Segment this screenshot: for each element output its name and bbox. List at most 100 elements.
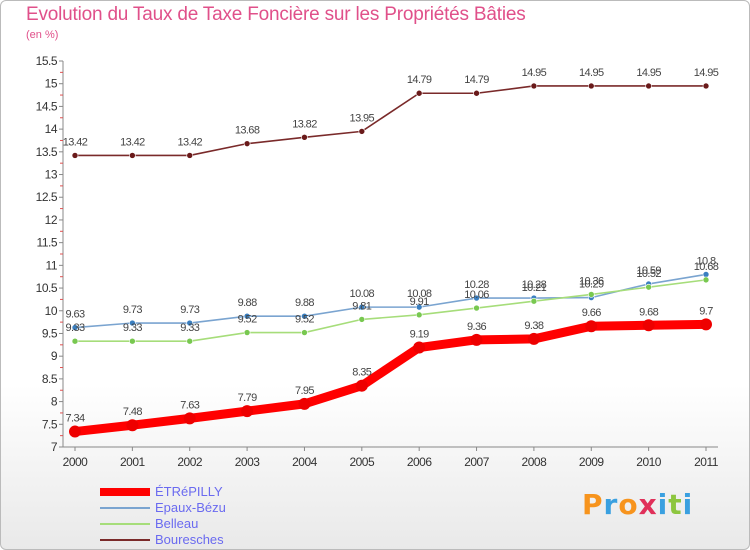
x-tick-label: 2001 xyxy=(120,455,146,469)
data-label-belleau: 9.33 xyxy=(123,322,142,334)
x-tick-label: 2009 xyxy=(579,455,605,469)
data-label-bouresches: 14.79 xyxy=(407,74,432,86)
data-label-belleau: 9.33 xyxy=(65,322,84,334)
data-label-etrepilly: 7.34 xyxy=(65,413,84,425)
data-label-epaux-bezu: 10.08 xyxy=(407,288,432,300)
legend: ÉTRéPILLY Epaux-Bézu Belleau Bouresches xyxy=(100,484,360,548)
data-point-bouresches xyxy=(71,152,79,159)
x-tick-label: 2004 xyxy=(292,455,318,469)
series-line-etrepilly xyxy=(70,319,711,437)
data-label-belleau: 9.52 xyxy=(238,314,257,326)
data-point-etrepilly xyxy=(355,379,368,392)
x-tick-label: 2011 xyxy=(694,455,719,469)
data-label-bouresches: 13.42 xyxy=(177,136,202,148)
y-tick-label: 15 xyxy=(45,77,58,91)
data-label-bouresches: 13.95 xyxy=(350,112,375,124)
data-point-etrepilly xyxy=(298,397,311,410)
data-label-belleau: 10.36 xyxy=(579,275,604,287)
data-label-etrepilly: 7.63 xyxy=(180,399,199,411)
y-tick-label: 11 xyxy=(46,258,58,272)
logo-letter: x xyxy=(638,488,658,521)
legend-swatch-epaux-bezu xyxy=(100,507,150,509)
chart-title: Evolution du Taux de Taxe Foncière sur l… xyxy=(26,4,526,25)
y-tick-label: 12.5 xyxy=(36,190,58,204)
x-tick-label: 2010 xyxy=(636,455,662,469)
legend-label-belleau: Belleau xyxy=(155,516,199,531)
data-point-etrepilly xyxy=(527,332,540,345)
y-tick-label: 9 xyxy=(51,349,58,363)
y-tick-label: 12 xyxy=(45,213,58,227)
data-point-bouresches xyxy=(645,82,652,90)
data-point-epaux-bezu xyxy=(358,303,366,311)
x-tick-label: 2008 xyxy=(522,455,548,469)
logo-letter: t xyxy=(668,488,683,521)
data-label-etrepilly: 9.66 xyxy=(582,307,601,319)
data-point-etrepilly xyxy=(585,320,598,333)
x-tick-label: 2000 xyxy=(63,455,89,469)
data-label-epaux-bezu: 10.28 xyxy=(522,279,547,291)
data-point-belleau xyxy=(186,337,194,345)
data-point-etrepilly xyxy=(241,405,254,418)
legend-swatch-bouresches xyxy=(100,539,150,541)
y-tick-label: 14 xyxy=(45,122,58,136)
logo-letter: i xyxy=(657,488,669,521)
data-point-epaux-bezu xyxy=(301,312,308,320)
data-label-epaux-bezu: 9.73 xyxy=(123,304,142,316)
data-point-belleau xyxy=(301,329,308,336)
legend-item-epaux-bezu: Epaux-Bézu xyxy=(100,500,360,516)
x-tick-label: 2002 xyxy=(177,455,203,469)
y-tick-label: 13.5 xyxy=(36,145,58,159)
data-point-etrepilly xyxy=(126,419,139,432)
data-point-bouresches xyxy=(587,82,595,90)
data-label-etrepilly: 7.48 xyxy=(123,406,142,418)
y-tick-label: 10 xyxy=(45,304,58,318)
data-label-etrepilly: 9.68 xyxy=(639,306,658,318)
data-point-epaux-bezu xyxy=(415,303,423,311)
data-point-belleau xyxy=(415,311,423,319)
legend-label-bouresches: Bouresches xyxy=(155,532,224,547)
data-point-epaux-bezu xyxy=(473,294,480,302)
data-label-bouresches: 13.68 xyxy=(235,125,260,137)
data-point-etrepilly xyxy=(470,333,483,346)
data-label-bouresches: 14.95 xyxy=(636,67,661,79)
data-label-epaux-bezu: 10.8 xyxy=(696,255,715,267)
data-label-epaux-bezu: 10.29 xyxy=(579,279,604,291)
y-tick-label: 15.5 xyxy=(36,54,58,68)
data-label-etrepilly: 8.35 xyxy=(352,367,371,379)
legend-item-etrepilly: ÉTRéPILLY xyxy=(100,484,360,500)
series-line-epaux-bezu xyxy=(74,273,707,329)
x-tick-label: 2003 xyxy=(235,455,261,469)
y-tick-label: 11.5 xyxy=(37,236,58,250)
data-label-etrepilly: 9.7 xyxy=(699,305,713,317)
data-point-epaux-bezu xyxy=(71,324,79,331)
legend-label-etrepilly: ÉTRéPILLY xyxy=(155,484,223,499)
data-point-etrepilly xyxy=(183,412,196,425)
logo-letter: r xyxy=(603,488,619,521)
logo-letter: i xyxy=(682,488,694,521)
data-label-epaux-bezu: 10.28 xyxy=(464,279,489,291)
data-point-bouresches xyxy=(358,128,366,135)
data-label-bouresches: 13.82 xyxy=(292,118,317,130)
data-point-bouresches xyxy=(129,152,136,159)
data-label-bouresches: 14.95 xyxy=(694,67,719,79)
legend-item-bouresches: Bouresches xyxy=(100,532,360,548)
data-labels-layer: 13.42 13.42 13.42 13.68 13.82 13.95 14.79 14.79… xyxy=(63,67,720,425)
y-axis-unit-label: (en %) xyxy=(26,29,59,41)
y-tick-label: 14.5 xyxy=(36,99,58,113)
data-label-bouresches: 13.42 xyxy=(63,136,88,148)
series-layer xyxy=(69,82,712,438)
legend-swatch-etrepilly xyxy=(100,488,150,496)
y-tick-label: 10.5 xyxy=(36,281,58,295)
data-label-belleau: 10.06 xyxy=(464,289,489,301)
y-tick-label: 9.5 xyxy=(42,326,58,340)
legend-item-belleau: Belleau xyxy=(100,516,360,532)
axes: 7 7.5 8 8.5 9 9.5 10 10.5 11 11.5 12 12.5 13 13.5 14 14… xyxy=(36,54,720,469)
y-tick-label: 8.5 xyxy=(42,372,58,386)
data-label-belleau: 9.33 xyxy=(180,322,199,334)
data-label-belleau: 10.52 xyxy=(636,268,661,280)
legend-label-epaux-bezu: Epaux-Bézu xyxy=(155,500,226,515)
data-point-bouresches xyxy=(530,82,538,90)
series-line-bouresches xyxy=(74,85,707,157)
data-label-etrepilly: 7.79 xyxy=(238,392,257,404)
